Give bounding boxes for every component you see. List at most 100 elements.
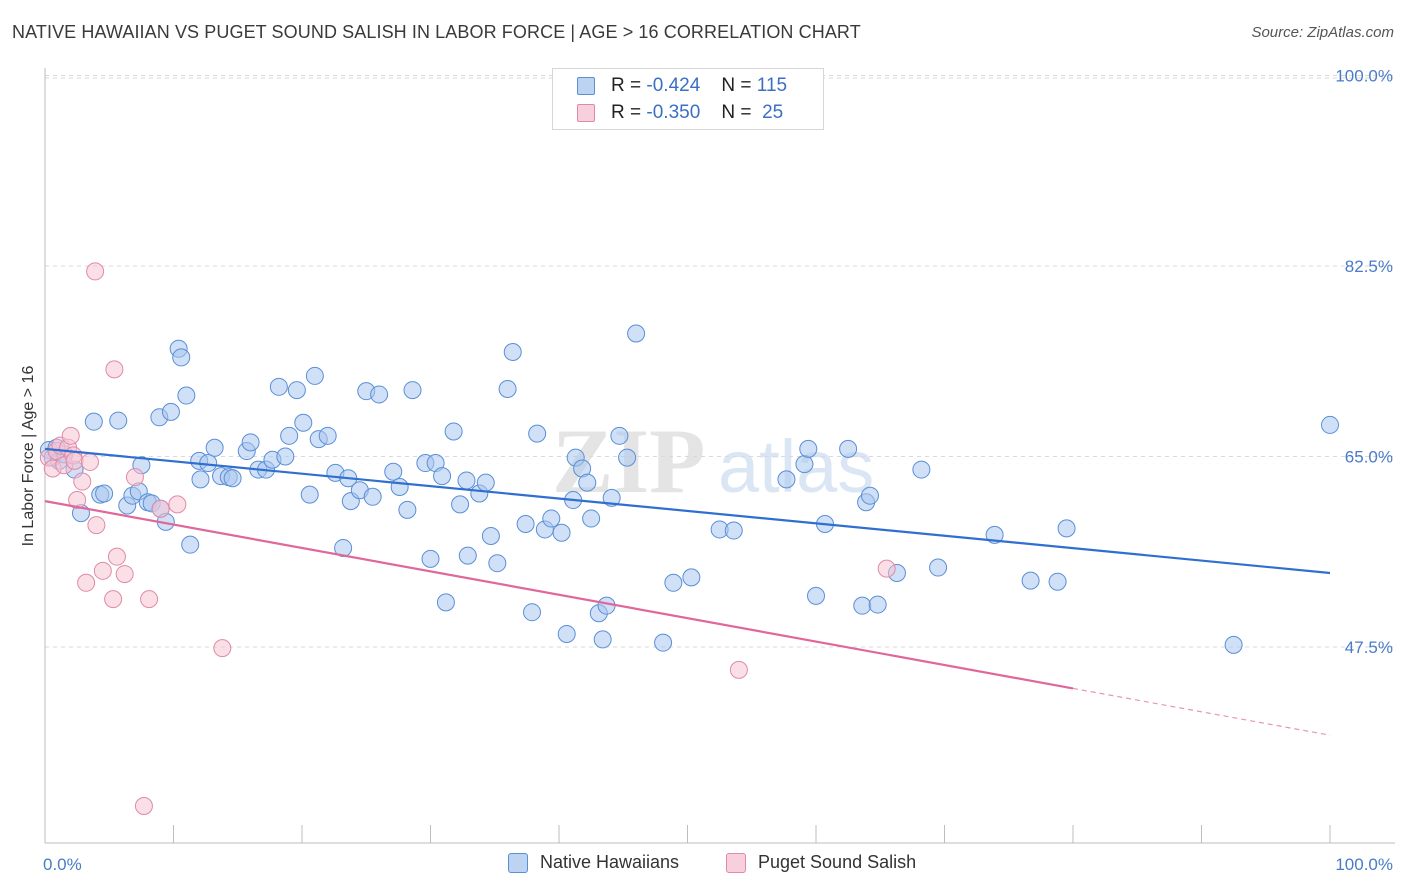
data-point-native-hawaiians	[476, 473, 495, 492]
data-point-puget-sound-salish	[105, 360, 124, 379]
data-point-native-hawaiians	[498, 379, 517, 398]
data-point-puget-sound-salish	[93, 561, 112, 580]
series-puget-sound-salish	[39, 262, 896, 815]
data-point-puget-sound-salish	[65, 451, 84, 470]
gridlines	[45, 74, 1395, 648]
data-point-native-hawaiians	[929, 558, 948, 577]
data-point-native-hawaiians	[172, 348, 191, 367]
series-native-hawaiians	[39, 324, 1339, 654]
data-point-native-hawaiians	[557, 624, 576, 643]
legend-swatch-blue	[508, 853, 528, 873]
data-point-native-hawaiians	[593, 630, 612, 649]
data-point-native-hawaiians	[294, 413, 313, 432]
data-point-native-hawaiians	[444, 422, 463, 441]
data-point-puget-sound-salish	[73, 472, 92, 491]
data-point-native-hawaiians	[223, 469, 242, 488]
data-point-native-hawaiians	[403, 381, 422, 400]
data-point-native-hawaiians	[191, 470, 210, 489]
source-label: Source: ZipAtlas.com	[1251, 24, 1394, 41]
data-point-puget-sound-salish	[877, 559, 896, 578]
data-point-native-hawaiians	[1321, 415, 1339, 434]
data-point-puget-sound-salish	[168, 495, 187, 514]
data-point-native-hawaiians	[458, 546, 477, 565]
data-point-puget-sound-salish	[140, 590, 159, 609]
correlation-legend: R = -0.424 N = 115 R = -0.350 N = 25	[552, 68, 824, 130]
data-point-native-hawaiians	[269, 377, 288, 396]
data-point-native-hawaiians	[287, 381, 306, 400]
x-tick-label: 0.0%	[43, 855, 82, 874]
data-point-native-hawaiians	[1224, 635, 1243, 654]
data-point-native-hawaiians	[241, 433, 260, 452]
data-point-native-hawaiians	[1021, 571, 1040, 590]
data-point-puget-sound-salish	[125, 468, 144, 487]
y-tick-label: 47.5%	[1345, 638, 1393, 657]
legend-n-value: 115	[756, 75, 788, 96]
data-point-native-hawaiians	[664, 573, 683, 592]
data-point-native-hawaiians	[436, 593, 455, 612]
data-point-native-hawaiians	[177, 386, 196, 405]
data-point-native-hawaiians	[1057, 519, 1076, 538]
data-point-native-hawaiians	[799, 439, 818, 458]
data-point-native-hawaiians	[433, 467, 452, 486]
data-point-native-hawaiians	[582, 509, 601, 528]
legend-swatch-blue	[577, 77, 595, 95]
data-point-native-hawaiians	[305, 366, 324, 385]
data-point-puget-sound-salish	[213, 639, 232, 658]
data-point-native-hawaiians	[516, 515, 535, 534]
legend-n-value: 25	[762, 102, 784, 123]
legend-r-value: -0.424	[646, 75, 701, 96]
data-point-native-hawaiians	[390, 477, 409, 496]
legend-n-label: N =	[721, 75, 752, 96]
data-point-native-hawaiians	[618, 448, 637, 467]
data-point-native-hawaiians	[363, 487, 382, 506]
legend-swatch-pink	[577, 104, 595, 122]
data-point-native-hawaiians	[205, 438, 224, 457]
legend-label: Native Hawaiians	[540, 852, 680, 872]
data-point-native-hawaiians	[300, 485, 319, 504]
data-point-native-hawaiians	[777, 470, 796, 489]
legend-r-label: R =	[611, 75, 642, 96]
x-tick-label: 100.0%	[1335, 855, 1393, 874]
data-point-native-hawaiians	[654, 633, 673, 652]
data-point-puget-sound-salish	[87, 516, 106, 535]
data-point-puget-sound-salish	[107, 547, 126, 566]
data-point-native-hawaiians	[853, 596, 872, 615]
y-tick-label: 82.5%	[1345, 257, 1393, 276]
data-point-puget-sound-salish	[80, 452, 99, 471]
data-point-native-hawaiians	[95, 484, 114, 503]
x-tick-labels: 0.0% 100.0%	[43, 855, 1393, 874]
data-point-native-hawaiians	[860, 486, 879, 505]
data-point-native-hawaiians	[503, 342, 522, 361]
data-point-native-hawaiians	[807, 586, 825, 605]
data-point-native-hawaiians	[398, 500, 417, 519]
y-tick-labels: 47.5% 65.0% 82.5% 100.0%	[1335, 66, 1393, 657]
data-point-native-hawaiians	[542, 509, 561, 528]
data-point-native-hawaiians	[610, 426, 629, 445]
trend-line-native-hawaiians	[44, 447, 1331, 575]
data-point-native-hawaiians	[421, 549, 440, 568]
data-point-native-hawaiians	[528, 424, 547, 443]
data-point-native-hawaiians	[488, 554, 507, 573]
data-point-native-hawaiians	[276, 447, 295, 466]
watermark: ZIP atlas	[552, 410, 874, 512]
trend-line-puget-sound-salish	[44, 500, 1074, 690]
data-point-puget-sound-salish	[729, 660, 748, 679]
data-point-puget-sound-salish	[77, 573, 96, 592]
data-point-native-hawaiians	[868, 595, 887, 614]
data-point-native-hawaiians	[912, 460, 931, 479]
data-point-puget-sound-salish	[134, 796, 153, 815]
legend-r-value: -0.350	[646, 102, 701, 123]
legend-r-label: R =	[611, 102, 642, 123]
data-point-native-hawaiians	[384, 462, 403, 481]
data-point-native-hawaiians	[280, 426, 299, 445]
data-point-native-hawaiians	[370, 385, 389, 404]
data-point-native-hawaiians	[552, 523, 571, 542]
data-point-puget-sound-salish	[104, 590, 123, 609]
data-point-native-hawaiians	[523, 603, 542, 622]
data-point-native-hawaiians	[181, 535, 200, 554]
y-tick-label: 100.0%	[1335, 66, 1393, 85]
data-point-native-hawaiians	[1048, 572, 1067, 591]
data-point-native-hawaiians	[109, 411, 128, 430]
data-point-native-hawaiians	[84, 412, 103, 431]
